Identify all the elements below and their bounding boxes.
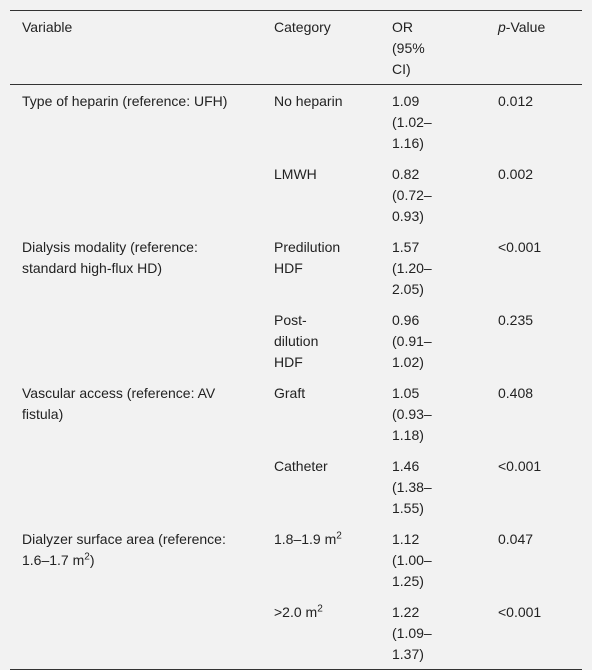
- category-cell: 1.8–1.9 m2: [266, 523, 384, 596]
- cell-text: 1.09 (1.02–1.16): [392, 93, 432, 151]
- or-cell: 1.46 (1.38–1.55): [384, 450, 490, 523]
- category-cell: LMWH: [266, 158, 384, 231]
- or-cell: 0.82 (0.72–0.93): [384, 158, 490, 231]
- variable-cell: Vascular access (reference: AV fistula): [10, 377, 266, 523]
- cell-text: Category: [274, 19, 331, 35]
- cell-text: -Value: [505, 19, 546, 35]
- p-value-cell: 0.047: [490, 523, 582, 596]
- cell-text: 1.57 (1.20–2.05): [392, 239, 432, 297]
- cell-text: Post-dilution HDF: [274, 312, 319, 370]
- table-body: Type of heparin (reference: UFH) No hepar…: [10, 85, 582, 670]
- category-cell: Post-dilution HDF: [266, 304, 384, 377]
- or-cell: 1.12 (1.00–1.25): [384, 523, 490, 596]
- or-cell: 1.09 (1.02–1.16): [384, 85, 490, 159]
- column-header: p-Value: [490, 11, 582, 85]
- cell-text: Graft: [274, 385, 306, 401]
- p-value-cell: 0.012: [490, 85, 582, 159]
- cell-text: Dialyzer surface area (reference: 1.6–1.…: [22, 531, 226, 568]
- cell-text: 0.002: [498, 166, 534, 182]
- table-row: Vascular access (reference: AV fistula) G…: [10, 377, 582, 450]
- cell-text: <0.001: [498, 604, 542, 620]
- cell-text: No heparin: [274, 93, 343, 109]
- header-row: Variable Category OR (95% CI) p-Value: [10, 10, 582, 85]
- table-row: Post-dilution HDF 0.96 (0.91–1.02) 0.235: [10, 304, 582, 377]
- cell-text: 0.408: [498, 385, 534, 401]
- or-cell: 0.96 (0.91–1.02): [384, 304, 490, 377]
- cell-text: 0.047: [498, 531, 534, 547]
- cell-text: 1.8–1.9 m: [274, 531, 337, 547]
- superscript: 2: [84, 551, 90, 563]
- cell-text: 0.96 (0.91–1.02): [392, 312, 432, 370]
- cell-text: 0.82 (0.72–0.93): [392, 166, 432, 224]
- table-header: Variable Category OR (95% CI) p-Value: [10, 10, 582, 85]
- cell-text: 1.12 (1.00–1.25): [392, 531, 432, 589]
- p-value-cell: 0.235: [490, 304, 582, 377]
- cell-text: <0.001: [498, 239, 542, 255]
- cell-text: ): [89, 552, 95, 568]
- p-value-cell: 0.408: [490, 377, 582, 450]
- cell-text: 1.05 (0.93–1.18): [392, 385, 432, 443]
- cell-text: Catheter: [274, 458, 328, 474]
- cell-text: Dialysis modality (reference: standard h…: [22, 239, 198, 276]
- cell-text: >2.0 m: [274, 604, 318, 620]
- p-value-cell: <0.001: [490, 596, 582, 670]
- results-table: Variable Category OR (95% CI) p-Value Type …: [10, 10, 582, 670]
- table-row: Type of heparin (reference: UFH) No hepar…: [10, 85, 582, 159]
- table-row: LMWH 0.82 (0.72–0.93) 0.002: [10, 158, 582, 231]
- variable-cell: Dialysis modality (reference: standard h…: [10, 231, 266, 377]
- cell-text: 1.22 (1.09–1.37): [392, 604, 432, 662]
- or-cell: 1.05 (0.93–1.18): [384, 377, 490, 450]
- or-cell: 1.22 (1.09–1.37): [384, 596, 490, 670]
- table-row: Dialyzer surface area (reference: 1.6–1.…: [10, 523, 582, 596]
- cell-text: <0.001: [498, 458, 542, 474]
- column-header: Variable: [10, 11, 266, 85]
- cell-text: 0.012: [498, 93, 534, 109]
- category-cell: Predilution HDF: [266, 231, 384, 304]
- p-value-cell: 0.002: [490, 158, 582, 231]
- cell-text: Variable: [22, 19, 73, 35]
- column-header: Category: [266, 11, 384, 85]
- variable-cell: Type of heparin (reference: UFH): [10, 85, 266, 232]
- cell-text: LMWH: [274, 166, 317, 182]
- cell-text: Type of heparin (reference: UFH): [22, 93, 228, 109]
- category-cell: Graft: [266, 377, 384, 450]
- cell-text: OR (95% CI): [392, 19, 425, 77]
- or-cell: 1.57 (1.20–2.05): [384, 231, 490, 304]
- table-row: Catheter 1.46 (1.38–1.55) <0.001: [10, 450, 582, 523]
- italic-text: p: [498, 19, 506, 35]
- page: {"table": { "header": [ {"text": "Variab…: [10, 10, 582, 670]
- p-value-cell: <0.001: [490, 450, 582, 523]
- superscript: 2: [336, 530, 342, 542]
- table-row: Dialysis modality (reference: standard h…: [10, 231, 582, 304]
- column-header: OR (95% CI): [384, 11, 490, 85]
- cell-text: Vascular access (reference: AV fistula): [22, 385, 216, 422]
- p-value-cell: <0.001: [490, 231, 582, 304]
- category-cell: >2.0 m2: [266, 596, 384, 670]
- cell-text: 1.46 (1.38–1.55): [392, 458, 432, 516]
- cell-text: Predilution HDF: [274, 239, 341, 276]
- variable-cell: Dialyzer surface area (reference: 1.6–1.…: [10, 523, 266, 670]
- cell-text: 0.235: [498, 312, 534, 328]
- category-cell: No heparin: [266, 85, 384, 159]
- category-cell: Catheter: [266, 450, 384, 523]
